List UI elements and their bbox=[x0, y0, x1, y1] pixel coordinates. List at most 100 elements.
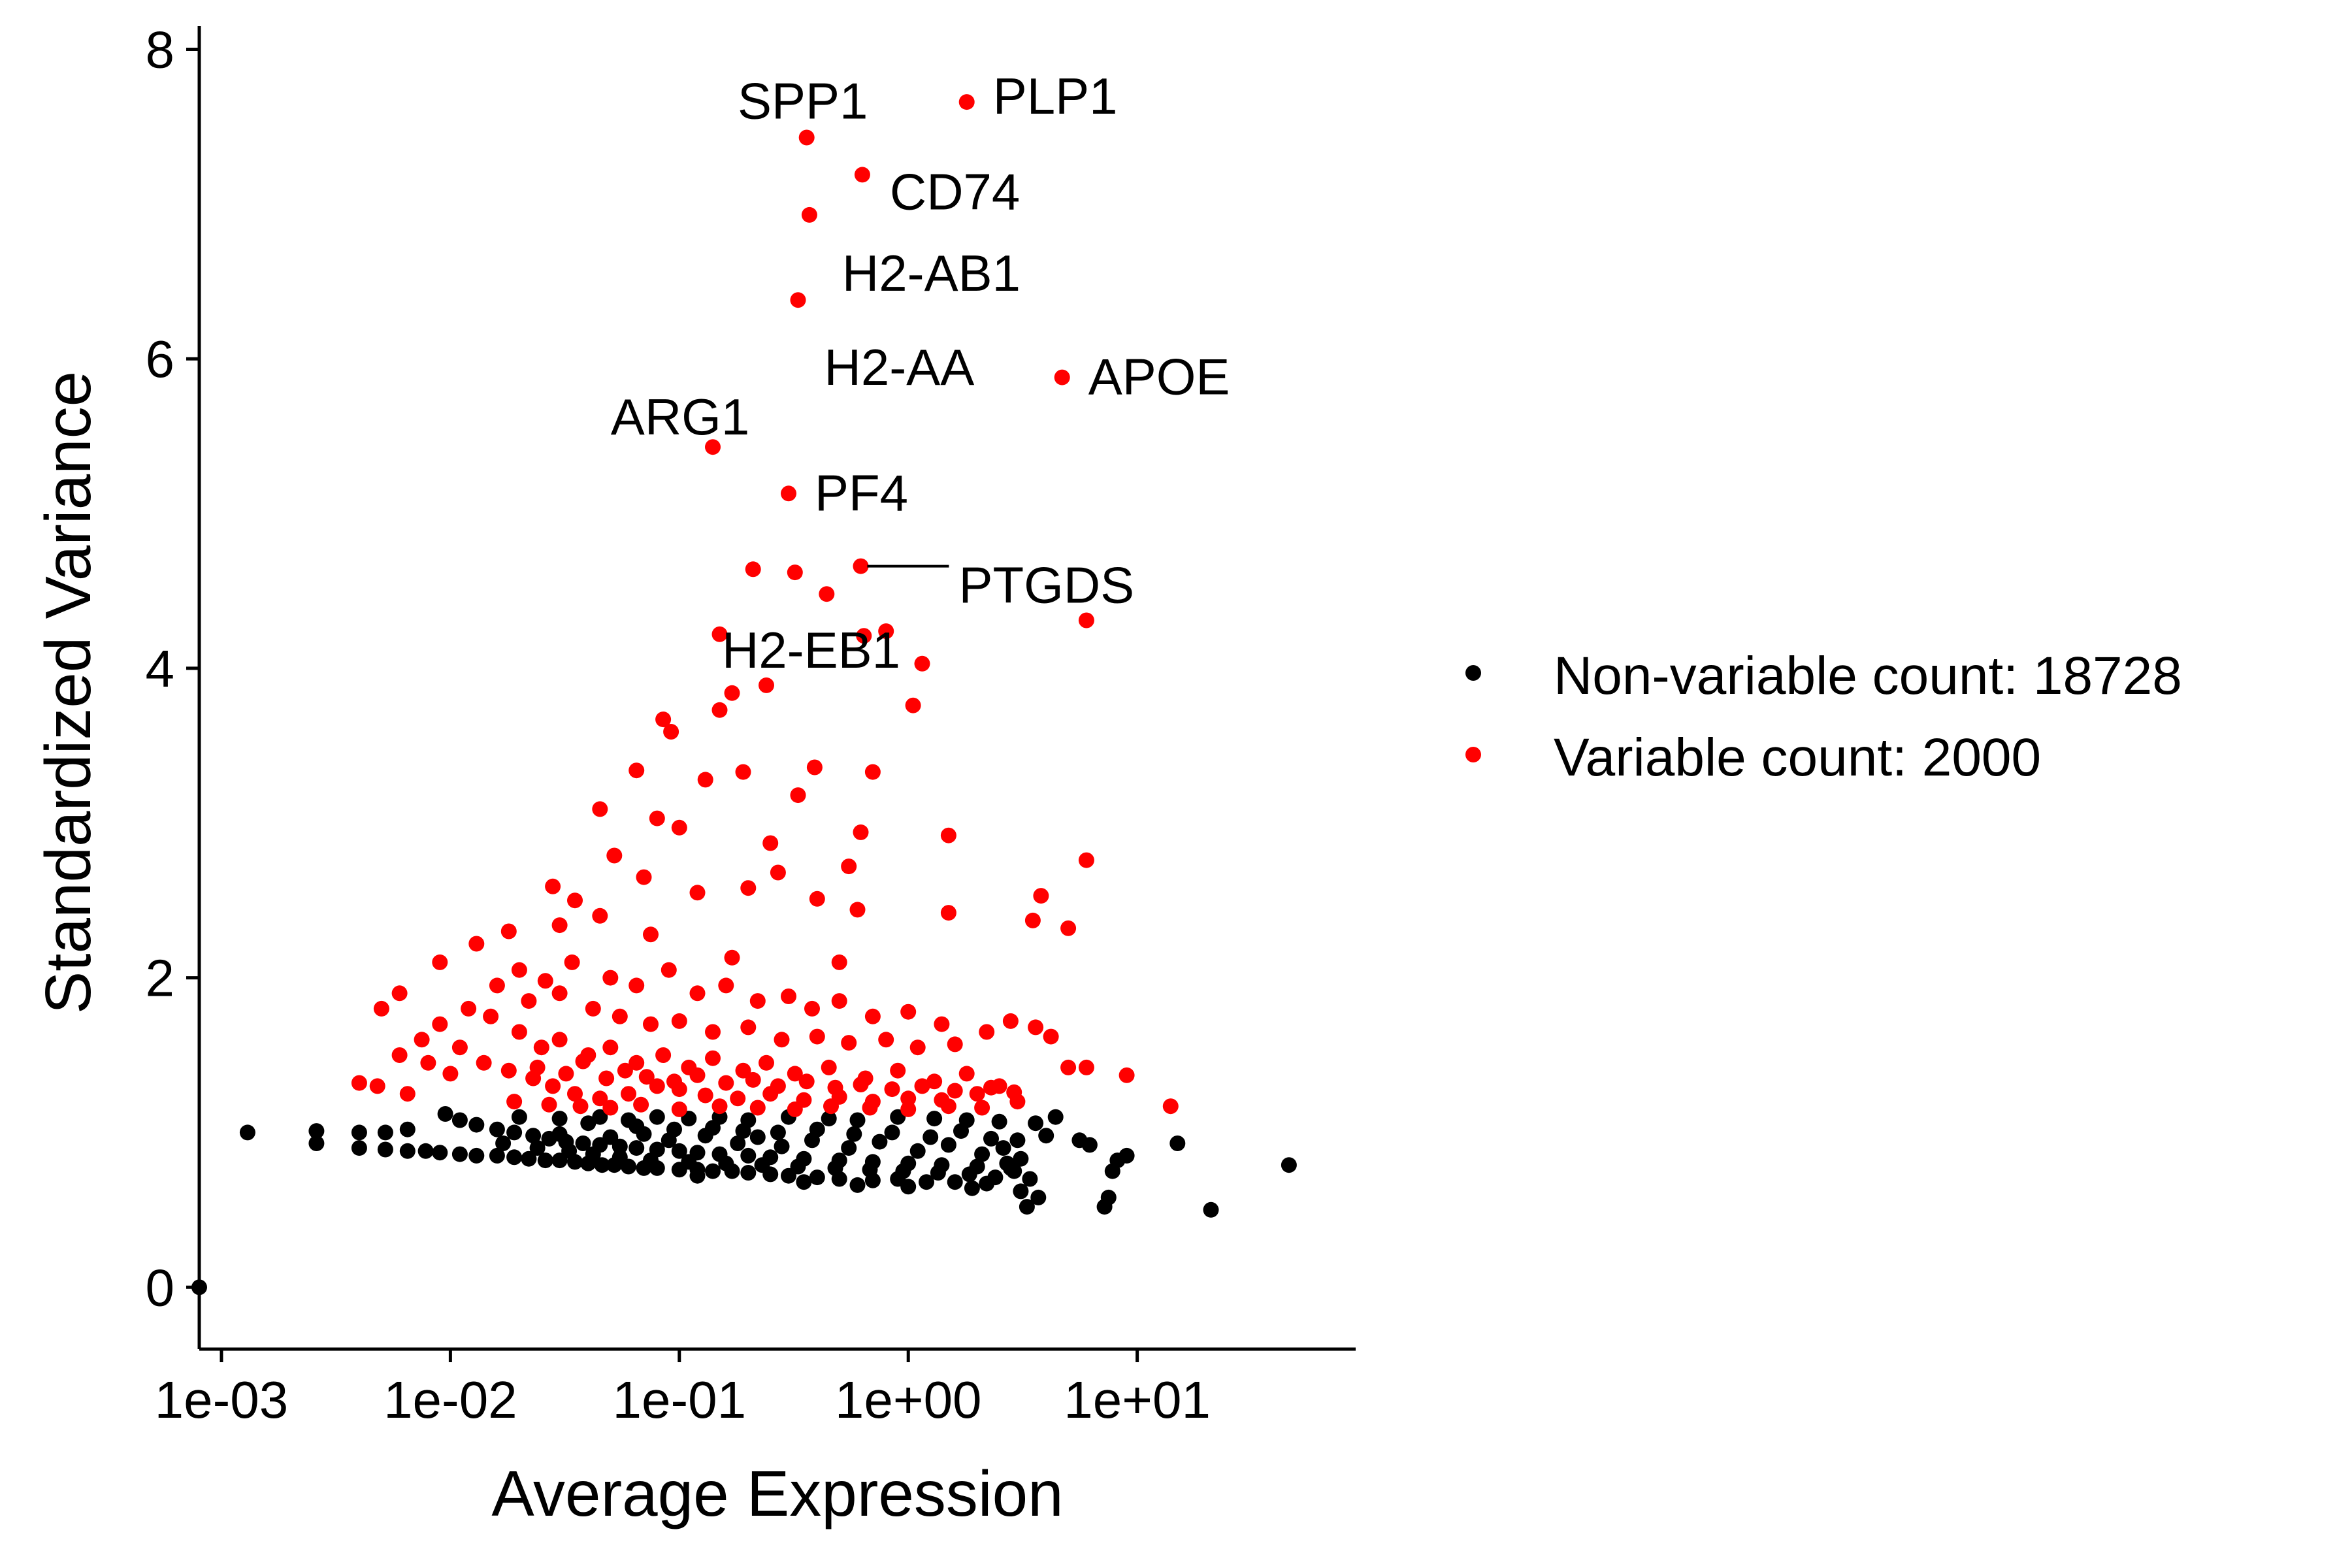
non-variable-point bbox=[1013, 1183, 1029, 1200]
variable-point bbox=[567, 892, 583, 909]
non-variable-point bbox=[961, 1166, 977, 1183]
variable-point bbox=[351, 1075, 367, 1091]
non-variable-point bbox=[437, 1106, 453, 1122]
variable-point bbox=[545, 1078, 561, 1094]
variable-point bbox=[483, 1008, 499, 1024]
non-variable-point bbox=[506, 1124, 523, 1141]
variable-point bbox=[612, 1008, 628, 1024]
non-variable-point bbox=[561, 1143, 578, 1159]
variable-point bbox=[823, 1098, 839, 1115]
variable-point bbox=[432, 954, 448, 970]
variable-point bbox=[671, 1013, 687, 1029]
non-variable-point bbox=[705, 1163, 721, 1179]
non-variable-point bbox=[953, 1123, 969, 1139]
x-tick-label: 1e-02 bbox=[384, 1371, 517, 1429]
variable-point bbox=[884, 1081, 900, 1098]
variable-point bbox=[602, 1039, 619, 1056]
variable-point bbox=[718, 1075, 734, 1091]
non-variable-point bbox=[872, 1134, 888, 1150]
non-variable-point bbox=[930, 1165, 946, 1181]
variable-point bbox=[442, 1066, 459, 1082]
non-variable-point bbox=[629, 1140, 645, 1156]
non-variable-point bbox=[612, 1149, 628, 1166]
variable-point bbox=[864, 764, 881, 780]
non-variable-point bbox=[1013, 1151, 1029, 1167]
gene-label: H2-EB1 bbox=[722, 621, 900, 679]
non-variable-point bbox=[821, 1111, 837, 1127]
variable-point bbox=[934, 1016, 950, 1032]
variable-point bbox=[598, 1070, 615, 1086]
variable-point bbox=[1078, 612, 1094, 629]
variable-point bbox=[878, 623, 894, 640]
variable-point bbox=[958, 94, 975, 110]
non-variable-point bbox=[1169, 1135, 1186, 1151]
variable-point bbox=[864, 1008, 881, 1024]
variable-point bbox=[689, 985, 706, 1002]
non-variable-point bbox=[495, 1135, 512, 1151]
non-variable-point bbox=[718, 1155, 734, 1171]
non-variable-point bbox=[585, 1146, 601, 1162]
non-variable-point bbox=[1022, 1171, 1038, 1187]
variable-point bbox=[801, 206, 817, 223]
variable-point bbox=[558, 1066, 574, 1082]
variable-point bbox=[745, 561, 761, 578]
variable-point bbox=[655, 1047, 672, 1063]
variable-point bbox=[451, 1039, 468, 1056]
variable-point bbox=[926, 1073, 943, 1090]
non-variable-point bbox=[983, 1130, 999, 1147]
gene-labels-layer: PLP1 SPP1 CD74 H2-AB1 H2-AA APOE ARG1 PF4 PTGDS H… bbox=[611, 67, 1230, 679]
variable-point bbox=[849, 902, 866, 918]
non-variable-point bbox=[602, 1129, 619, 1145]
non-variable-point bbox=[506, 1149, 523, 1166]
variable-point bbox=[914, 1078, 930, 1094]
variable-point bbox=[489, 977, 505, 994]
non-variable-point bbox=[740, 1165, 757, 1181]
variable-point bbox=[740, 1019, 757, 1036]
variable-point bbox=[633, 1096, 649, 1113]
variable-point bbox=[655, 711, 672, 728]
non-variable-point bbox=[1203, 1201, 1219, 1218]
non-variable-point bbox=[525, 1128, 542, 1144]
legend-label-non-variable: Non-variable count: 18728 bbox=[1554, 646, 2182, 706]
variable-point bbox=[511, 962, 527, 978]
variable-point bbox=[689, 1067, 706, 1083]
variable-point bbox=[671, 1101, 687, 1117]
variable-point bbox=[841, 858, 857, 875]
variable-point bbox=[666, 1073, 682, 1090]
non-variable-point bbox=[991, 1113, 1007, 1130]
variable-point bbox=[373, 1000, 389, 1017]
variable-point bbox=[1119, 1067, 1135, 1083]
variable-point bbox=[1060, 1059, 1077, 1075]
non-variable-point bbox=[511, 1109, 527, 1125]
variable-point bbox=[1054, 369, 1070, 385]
variable-point bbox=[500, 923, 517, 939]
variable-point bbox=[711, 1098, 728, 1115]
variable-point bbox=[730, 1090, 746, 1107]
non-variable-point bbox=[947, 1174, 963, 1190]
variable-point bbox=[541, 1096, 557, 1113]
variable-point bbox=[602, 970, 619, 986]
non-variable-point bbox=[580, 1115, 596, 1132]
variable-point bbox=[821, 1059, 837, 1075]
variable-point bbox=[575, 1053, 591, 1070]
variable-point bbox=[905, 697, 921, 713]
x-axis-title: Average Expression bbox=[491, 1458, 1063, 1529]
axes-layer: 1e-03 1e-02 1e-01 1e+00 1e+01 0 2 4 6 8 bbox=[146, 21, 1356, 1429]
non-variable-point bbox=[827, 1160, 843, 1176]
variable-point bbox=[862, 1100, 878, 1116]
variable-point bbox=[705, 1050, 721, 1066]
y-tick-label: 8 bbox=[146, 21, 175, 79]
y-tick-label: 6 bbox=[146, 330, 175, 388]
non-variable-point bbox=[849, 1177, 866, 1193]
non-variable-point bbox=[749, 1129, 766, 1145]
non-variable-point bbox=[643, 1152, 659, 1169]
variable-point bbox=[1024, 912, 1041, 928]
gene-label: CD74 bbox=[890, 163, 1020, 220]
legend-marker-non-variable bbox=[1465, 665, 1481, 681]
non-variable-point bbox=[1100, 1189, 1117, 1205]
variable-point bbox=[979, 1024, 995, 1040]
non-variable-point bbox=[666, 1121, 682, 1137]
variable-point bbox=[790, 787, 806, 804]
gene-label: APOE bbox=[1088, 348, 1230, 406]
variable-point bbox=[958, 1066, 975, 1082]
